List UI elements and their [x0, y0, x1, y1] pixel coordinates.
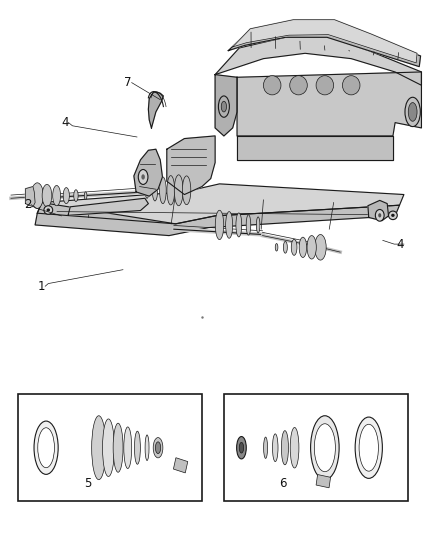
Polygon shape [37, 184, 403, 224]
Ellipse shape [225, 212, 232, 238]
Ellipse shape [182, 176, 191, 205]
Ellipse shape [124, 427, 131, 469]
Ellipse shape [218, 96, 229, 117]
Ellipse shape [113, 423, 123, 472]
Ellipse shape [46, 208, 50, 212]
Ellipse shape [221, 101, 226, 112]
Polygon shape [68, 198, 148, 215]
Ellipse shape [166, 175, 174, 205]
Polygon shape [166, 136, 215, 195]
Ellipse shape [84, 192, 87, 199]
Ellipse shape [256, 217, 259, 233]
Bar [315, 474, 330, 488]
Ellipse shape [31, 183, 43, 208]
Ellipse shape [102, 419, 114, 477]
Ellipse shape [289, 76, 307, 95]
Text: 6: 6 [279, 477, 286, 490]
Ellipse shape [246, 215, 250, 235]
Ellipse shape [44, 206, 53, 214]
Ellipse shape [92, 416, 106, 480]
Polygon shape [134, 149, 162, 196]
Polygon shape [35, 203, 399, 236]
Ellipse shape [63, 188, 69, 204]
Ellipse shape [314, 424, 335, 472]
Ellipse shape [145, 435, 149, 461]
Ellipse shape [314, 235, 325, 260]
Ellipse shape [74, 190, 78, 201]
Ellipse shape [291, 239, 296, 255]
Ellipse shape [342, 76, 359, 95]
Ellipse shape [306, 236, 315, 259]
Text: 7: 7 [124, 76, 132, 89]
Ellipse shape [272, 434, 277, 462]
Text: 4: 4 [61, 116, 69, 129]
Ellipse shape [174, 175, 183, 206]
Ellipse shape [152, 180, 157, 201]
Ellipse shape [374, 209, 383, 221]
Bar [223, 394, 407, 501]
Ellipse shape [378, 213, 380, 217]
Ellipse shape [354, 417, 381, 479]
Polygon shape [25, 187, 35, 207]
Ellipse shape [310, 416, 338, 480]
Ellipse shape [159, 177, 166, 204]
Polygon shape [228, 22, 420, 67]
Text: 4: 4 [396, 238, 403, 251]
Ellipse shape [263, 76, 280, 95]
Ellipse shape [388, 211, 396, 220]
Ellipse shape [263, 437, 267, 458]
Ellipse shape [275, 244, 277, 251]
Ellipse shape [53, 185, 60, 206]
Ellipse shape [38, 427, 54, 468]
Polygon shape [367, 200, 388, 221]
Ellipse shape [155, 442, 160, 454]
Ellipse shape [153, 438, 162, 458]
Polygon shape [148, 92, 163, 128]
Ellipse shape [138, 169, 148, 184]
Polygon shape [237, 136, 392, 160]
Ellipse shape [298, 237, 306, 257]
Ellipse shape [390, 214, 394, 217]
Polygon shape [232, 20, 416, 63]
Ellipse shape [34, 421, 58, 474]
Polygon shape [237, 72, 420, 136]
Text: 5: 5 [84, 477, 91, 490]
Polygon shape [215, 37, 420, 85]
Ellipse shape [236, 437, 246, 459]
Ellipse shape [239, 442, 243, 453]
Ellipse shape [404, 97, 420, 127]
Ellipse shape [42, 184, 52, 207]
Ellipse shape [281, 431, 288, 465]
Ellipse shape [215, 211, 223, 240]
Bar [173, 458, 187, 473]
Ellipse shape [315, 76, 333, 95]
Ellipse shape [283, 241, 287, 253]
Text: 2: 2 [24, 198, 32, 211]
Ellipse shape [407, 102, 416, 122]
Ellipse shape [134, 431, 140, 464]
Polygon shape [215, 75, 237, 136]
Text: 1: 1 [38, 280, 46, 293]
Ellipse shape [290, 427, 298, 468]
Ellipse shape [141, 174, 145, 180]
Ellipse shape [145, 182, 148, 198]
Ellipse shape [358, 424, 378, 471]
Bar [18, 394, 201, 501]
Ellipse shape [235, 213, 241, 237]
